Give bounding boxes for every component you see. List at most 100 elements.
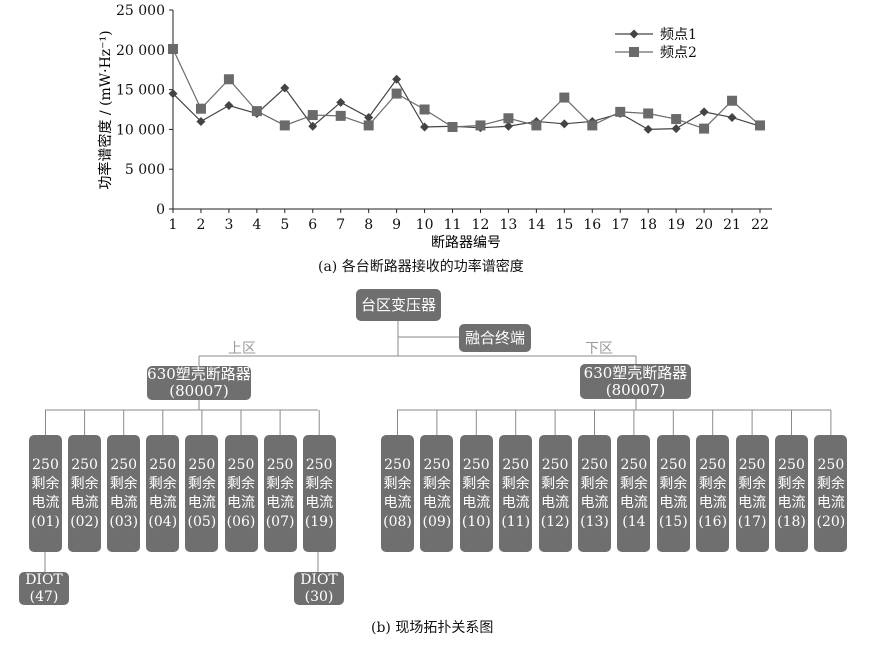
breaker-type-1: 剩余 (266, 475, 295, 492)
lower-zone-label: 下区 (585, 341, 613, 357)
data-point (391, 88, 402, 99)
x-tick-label: 7 (336, 217, 345, 233)
x-tick-label: 16 (583, 217, 601, 233)
data-point (279, 120, 290, 131)
x-tick-label: 4 (252, 217, 261, 233)
x-tick-label: 15 (555, 217, 573, 233)
breaker-rating: 250 (502, 456, 530, 473)
breaker-node: 250 剩余 电流 (18) (775, 435, 808, 552)
breaker-type-1: 剩余 (109, 475, 138, 492)
x-tick-label: 9 (392, 217, 401, 233)
breaker-node: 250 剩余 电流 (13) (578, 435, 611, 552)
data-point (223, 74, 234, 85)
breaker-rating: 250 (149, 456, 177, 473)
data-point (251, 106, 262, 117)
data-point (503, 121, 513, 131)
breaker-type-1: 剩余 (777, 475, 806, 492)
breaker-type-2: 电流 (777, 494, 806, 511)
breaker-type-1: 剩余 (738, 475, 767, 492)
breaker-node: 250 剩余 电流 (04) (146, 435, 180, 552)
chart-axes (172, 10, 772, 210)
breaker-type-1: 剩余 (305, 475, 334, 492)
lower-breaker-node: 630塑壳断路器 (80007) (580, 364, 691, 399)
data-point (168, 89, 178, 99)
series-line (172, 78, 761, 131)
breaker-id: (17) (737, 513, 767, 530)
data-point (531, 120, 542, 131)
data-point (671, 124, 681, 134)
data-point (587, 120, 598, 131)
breaker-type-2: 电流 (816, 494, 845, 511)
breaker-node: 250 剩余 电流 (11) (499, 435, 533, 552)
breaker-id: (13) (580, 513, 609, 530)
x-tick-label: 13 (500, 217, 518, 233)
data-point (420, 122, 430, 132)
breaker-id: (10) (461, 513, 491, 530)
data-point (755, 120, 765, 131)
breaker-type-2: 电流 (31, 494, 60, 511)
breaker-type-2: 电流 (70, 494, 99, 511)
y-tick-label: 15 000 (116, 83, 165, 99)
breaker-rating: 250 (71, 456, 98, 473)
breaker-node: 250 剩余 电流 (07) (263, 435, 297, 552)
breaker-node: 250 剩余 电流 (15) (656, 435, 690, 552)
data-point (168, 44, 178, 55)
data-point (615, 106, 626, 117)
breaker-type-1: 剩余 (462, 475, 491, 492)
lower-breaker-id: (80007) (605, 380, 666, 399)
breaker-node: 250 剩余 电流 (01) (29, 435, 62, 552)
y-tick-label: 20 000 (116, 43, 165, 59)
breaker-type-2: 电流 (619, 494, 648, 511)
breaker-type-2: 电流 (148, 494, 177, 511)
data-point (643, 108, 654, 119)
breaker-type-2: 电流 (227, 494, 255, 511)
upper-breaker-label: 630塑壳断路器 (147, 365, 251, 383)
data-point (699, 123, 710, 134)
x-tick-label: 3 (224, 217, 233, 233)
series-2 (168, 44, 765, 134)
lower-breaker-label: 630塑壳断路器 (583, 363, 688, 382)
x-tick-label: 18 (639, 217, 657, 233)
breaker-id: (06) (226, 513, 256, 530)
breaker-rating: 250 (110, 456, 138, 473)
breaker-type-2: 电流 (541, 494, 570, 511)
data-point (196, 116, 206, 126)
breaker-type-1: 剩余 (501, 475, 530, 492)
breaker-type-1: 剩余 (227, 475, 255, 492)
diot-left-id: (47) (29, 588, 59, 605)
breaker-id: (01) (31, 513, 60, 530)
data-point (419, 104, 430, 115)
y-tick-label: 25 000 (116, 3, 165, 19)
x-tick-label: 21 (723, 217, 741, 233)
data-point (727, 95, 738, 106)
breaker-node: 250 剩余 电流 (03) (107, 435, 141, 552)
x-tick-label: 20 (695, 217, 713, 233)
upper-breaker-node: 630塑壳断路器 (80007) (147, 366, 251, 400)
breaker-type-2: 电流 (383, 494, 412, 511)
breaker-type-1: 剩余 (70, 475, 99, 492)
breaker-id: (09) (422, 513, 452, 530)
breaker-node: 250 剩余 电流 (12) (538, 435, 572, 552)
y-tick-label: 10 000 (116, 122, 165, 138)
transformer-node: 台区变压器 (356, 289, 441, 321)
breaker-type-2: 电流 (266, 494, 295, 511)
x-tick-label: 22 (751, 217, 769, 233)
breaker-id: (05) (187, 513, 217, 530)
upper-zone-label: 上区 (228, 341, 256, 357)
breaker-rating: 250 (699, 456, 727, 473)
data-point (699, 107, 709, 117)
data-point (475, 120, 486, 131)
breaker-id: (03) (109, 513, 139, 530)
breaker-rating: 250 (778, 456, 805, 473)
x-axis-ticks: 1 2 3 4 5 6 7 8 9 10 11 12 13 14 15 16 17 18 19 20 21 22 (169, 209, 769, 233)
breaker-type-2: 电流 (305, 494, 334, 511)
x-tick-label: 11 (444, 217, 462, 233)
x-tick-label: 6 (308, 217, 317, 233)
breaker-id: (12) (540, 513, 570, 530)
breaker-rating: 250 (227, 456, 255, 473)
data-point (195, 103, 206, 114)
transformer-label: 台区变压器 (360, 295, 436, 314)
breaker-rating: 250 (738, 456, 766, 473)
